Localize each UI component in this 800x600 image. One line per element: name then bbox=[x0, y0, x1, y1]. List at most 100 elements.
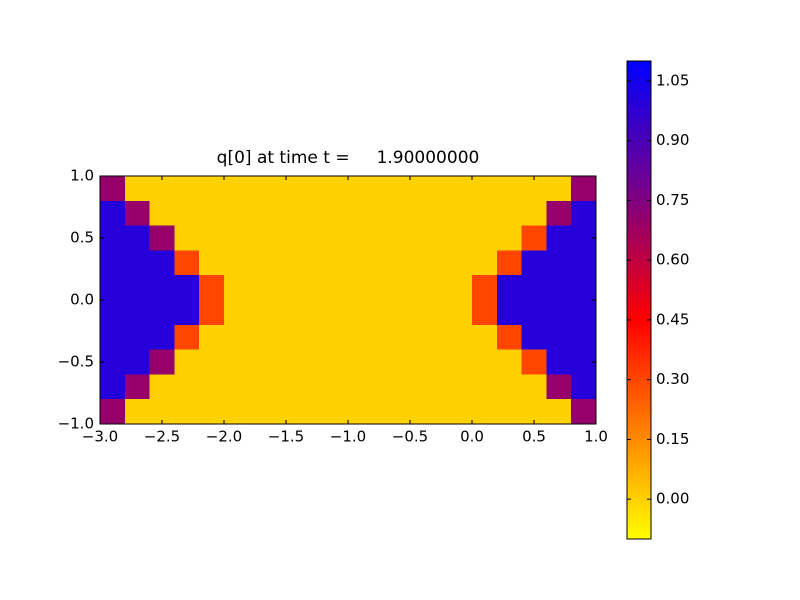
heatmap-cell bbox=[348, 225, 374, 251]
heatmap-cell bbox=[199, 349, 225, 375]
heatmap-cell bbox=[273, 250, 299, 276]
heatmap-cell bbox=[422, 324, 448, 351]
heatmap-cell bbox=[224, 349, 250, 375]
heatmap-cell bbox=[323, 275, 349, 301]
heatmap-cell bbox=[422, 275, 448, 301]
heatmap-cell bbox=[323, 200, 349, 227]
heatmap-cell bbox=[397, 225, 423, 251]
heatmap-cell bbox=[546, 176, 572, 202]
x-tick-label: −3.0 bbox=[82, 428, 118, 446]
heatmap-cell bbox=[199, 399, 225, 425]
heatmap-cell bbox=[348, 250, 374, 276]
heatmap-cell bbox=[298, 176, 324, 202]
heatmap-cell bbox=[248, 374, 275, 400]
heatmap-cell bbox=[521, 374, 547, 400]
heatmap-cell bbox=[571, 324, 597, 351]
heatmap-cell bbox=[447, 300, 473, 326]
heatmap-cell bbox=[149, 250, 175, 276]
heatmap-cell bbox=[323, 176, 349, 202]
heatmap-cell bbox=[372, 225, 399, 251]
heatmap-cell bbox=[224, 324, 250, 351]
heatmap-cell bbox=[124, 200, 151, 227]
heatmap-cell bbox=[298, 399, 324, 425]
x-tick-label: −1.0 bbox=[330, 428, 366, 446]
heatmap-cell bbox=[447, 200, 473, 227]
heatmap-cell bbox=[546, 374, 572, 400]
heatmap-cell bbox=[124, 176, 151, 202]
heatmap-cell bbox=[248, 250, 275, 276]
heatmap-cell bbox=[224, 399, 250, 425]
heatmap-cell bbox=[248, 176, 275, 202]
heatmap-cell bbox=[571, 300, 597, 326]
heatmap-cell bbox=[521, 200, 547, 227]
heatmap-cell bbox=[149, 349, 175, 375]
heatmap-cell bbox=[397, 275, 423, 301]
heatmap-cell bbox=[273, 225, 299, 251]
heatmap-cell bbox=[224, 225, 250, 251]
heatmap-cell bbox=[298, 250, 324, 276]
heatmap-cell bbox=[100, 250, 126, 276]
heatmap-cell bbox=[348, 374, 374, 400]
x-tick-label: −1.5 bbox=[268, 428, 304, 446]
heatmap-cell bbox=[348, 300, 374, 326]
heatmap-cell bbox=[199, 225, 225, 251]
heatmap-cell bbox=[472, 324, 498, 351]
heatmap-cell bbox=[422, 374, 448, 400]
heatmap-cell bbox=[174, 374, 200, 400]
heatmap-cell bbox=[397, 250, 423, 276]
heatmap-cell bbox=[273, 200, 299, 227]
heatmap-cell bbox=[372, 250, 399, 276]
heatmap-cell bbox=[248, 300, 275, 326]
heatmap-cell bbox=[472, 300, 498, 326]
heatmap-cell bbox=[100, 349, 126, 375]
heatmap-cell bbox=[422, 250, 448, 276]
heatmap-cell bbox=[447, 176, 473, 202]
heatmap-cell bbox=[149, 200, 175, 227]
heatmap-cell bbox=[397, 374, 423, 400]
heatmap-cell bbox=[323, 225, 349, 251]
heatmap-cell bbox=[273, 300, 299, 326]
heatmap-cell bbox=[224, 374, 250, 400]
heatmap-cell bbox=[447, 225, 473, 251]
heatmap-cell bbox=[546, 300, 572, 326]
heatmap-cell bbox=[174, 225, 200, 251]
heatmap-cell bbox=[224, 176, 250, 202]
heatmap-cell bbox=[100, 200, 126, 227]
heatmap-cell bbox=[397, 176, 423, 202]
heatmap-cell bbox=[224, 300, 250, 326]
y-tick-label: −0.5 bbox=[58, 353, 94, 371]
heatmap-cell bbox=[571, 176, 597, 202]
heatmap-cell bbox=[348, 200, 374, 227]
heatmap-cell bbox=[472, 200, 498, 227]
heatmap-cell bbox=[447, 399, 473, 425]
colorbar-tick-label: 0.00 bbox=[656, 490, 689, 508]
heatmap-cell bbox=[124, 399, 151, 425]
x-tick-label: −2.0 bbox=[206, 428, 242, 446]
heatmap-cell bbox=[100, 176, 126, 202]
heatmap-cell bbox=[521, 324, 547, 351]
heatmap-cell bbox=[100, 374, 126, 400]
heatmap-cell bbox=[273, 275, 299, 301]
heatmap-cell bbox=[521, 250, 547, 276]
heatmap-cell bbox=[472, 225, 498, 251]
heatmap-cell bbox=[422, 399, 448, 425]
heatmap-cell bbox=[496, 324, 523, 351]
heatmap-cell bbox=[496, 200, 523, 227]
heatmap-cell bbox=[149, 225, 175, 251]
heatmap-cell bbox=[372, 399, 399, 425]
heatmap-cell bbox=[472, 374, 498, 400]
heatmap-cell bbox=[447, 374, 473, 400]
heatmap-cell bbox=[397, 200, 423, 227]
heatmap-cell bbox=[224, 200, 250, 227]
heatmap-cell bbox=[298, 200, 324, 227]
heatmap-cell bbox=[224, 275, 250, 301]
heatmap-cell bbox=[472, 275, 498, 301]
heatmap-cell bbox=[372, 324, 399, 351]
heatmap-cell bbox=[273, 349, 299, 375]
heatmap-cell bbox=[124, 349, 151, 375]
heatmap-cell bbox=[199, 250, 225, 276]
heatmap-cell bbox=[397, 349, 423, 375]
y-tick-label: 1.0 bbox=[70, 167, 94, 185]
heatmap-cell bbox=[298, 225, 324, 251]
